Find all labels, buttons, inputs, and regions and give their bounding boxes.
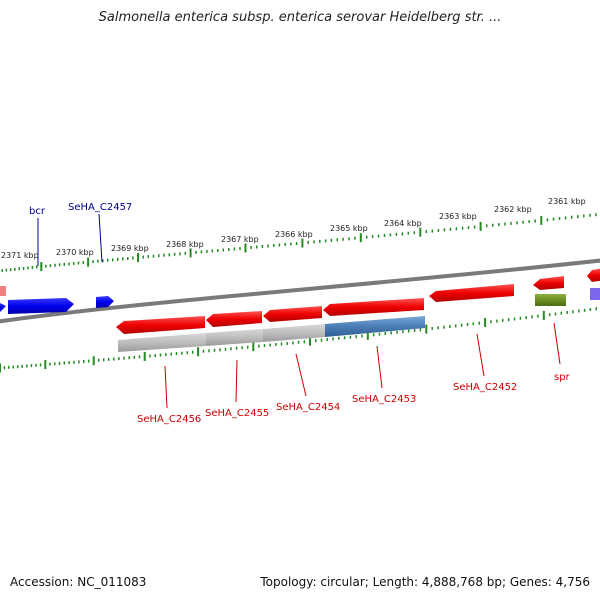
label-spr[interactable]: spr [554, 372, 571, 383]
gene-seha-c2454[interactable] [263, 306, 322, 322]
label-seha-c2456[interactable]: SeHA_C2456 [137, 414, 201, 425]
label-seha-c2454[interactable]: SeHA_C2454 [276, 402, 340, 413]
scale-label: 2370 kbp [56, 248, 94, 257]
gene-blue-partial[interactable] [0, 302, 6, 314]
gene-pink-partial[interactable] [0, 286, 6, 296]
genome-title: Salmonella enterica subsp. enterica sero… [98, 10, 502, 25]
gene-red-edge[interactable] [587, 268, 600, 282]
label-bcr[interactable]: bcr [29, 206, 46, 217]
gene-seha-c2452[interactable] [429, 284, 514, 302]
scale-label: 2364 kbp [384, 219, 422, 228]
accession-label: Accession: NC_011083 [10, 575, 147, 589]
scale-label: 2371 kbp [1, 251, 39, 260]
gene-seha-c2457[interactable] [96, 296, 114, 308]
leader-seha-c2453 [376, 345, 383, 389]
scale-label: 2365 kbp [330, 224, 368, 233]
label-seha-c2452[interactable]: SeHA_C2452 [453, 382, 517, 393]
leader-seha-c2454 [295, 353, 307, 397]
gene-grey-c2455 [206, 329, 263, 346]
scale-label: 2367 kbp [221, 235, 259, 244]
scale-label: 2366 kbp [275, 230, 313, 239]
gene-bcr[interactable] [8, 298, 74, 314]
scale-label: 2363 kbp [439, 212, 477, 221]
label-seha-c2453[interactable]: SeHA_C2453 [352, 394, 416, 405]
scale-label: 2362 kbp [494, 205, 532, 214]
scale-label: 2368 kbp [166, 240, 204, 249]
label-seha-c2457[interactable]: SeHA_C2457 [68, 202, 132, 213]
gene-steel-c2453[interactable] [325, 316, 425, 337]
leader-seha-c2456 [164, 365, 168, 409]
scale-label-group: 2371 kbp 2370 kbp 2369 kbp 2368 kbp 2367… [1, 197, 586, 260]
leader-seha-c2455 [235, 359, 238, 403]
gene-red-small[interactable] [533, 276, 564, 290]
gene-seha-c2453[interactable] [323, 298, 424, 316]
leader-seha-c2457 [98, 213, 103, 263]
genome-backbone [0, 258, 600, 324]
scale-label: 2369 kbp [111, 244, 149, 253]
gene-spr[interactable] [535, 294, 566, 306]
gene-purple-edge[interactable] [590, 288, 600, 300]
inner-tick-track [0, 307, 597, 373]
leader-seha-c2452 [476, 333, 485, 377]
scale-label: 2361 kbp [548, 197, 586, 206]
gene-grey-c2456 [118, 333, 206, 352]
gene-grey-c2454 [263, 324, 325, 342]
leader-spr [553, 322, 561, 365]
outer-tick-track [1, 213, 597, 273]
gene-seha-c2456[interactable] [116, 316, 205, 334]
genome-summary: Topology: circular; Length: 4,888,768 bp… [260, 575, 590, 589]
label-seha-c2455[interactable]: SeHA_C2455 [205, 408, 269, 419]
gene-seha-c2455[interactable] [206, 311, 262, 327]
